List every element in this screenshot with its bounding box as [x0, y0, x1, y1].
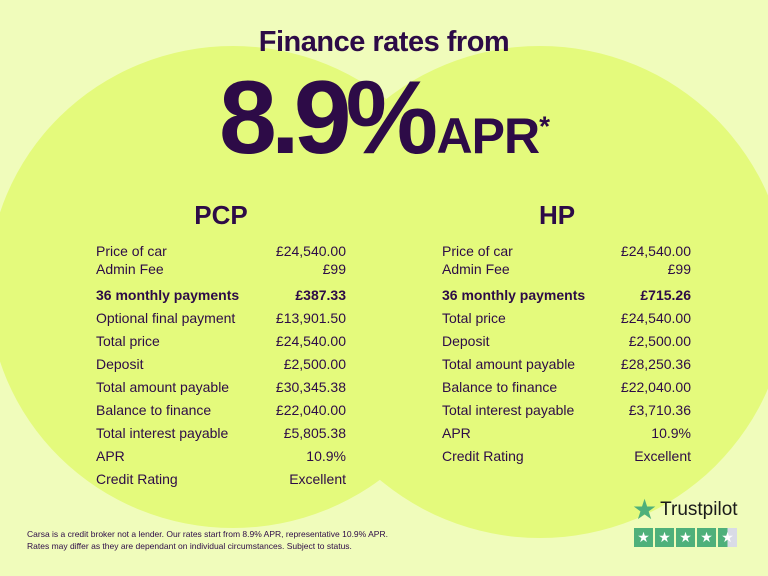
row-value: £24,540.00 — [275, 243, 346, 259]
row-label: Total interest payable — [96, 425, 229, 441]
row-label: APR — [96, 448, 125, 464]
disclaimer-line-2: Rates may differ as they are dependant o… — [27, 541, 352, 551]
row-value: £22,040.00 — [620, 379, 691, 395]
table-row: Total price £24,540.00 — [96, 330, 346, 353]
row-label: APR — [442, 425, 471, 441]
star-icon: ★ — [718, 528, 737, 547]
row-value: £13,901.50 — [275, 310, 346, 326]
apr-label: APR* — [436, 108, 550, 164]
row-value: £30,345.38 — [275, 379, 346, 395]
row-value: £24,540.00 — [275, 333, 346, 349]
table-row: APR 10.9% — [442, 422, 691, 445]
row-value: Excellent — [634, 448, 691, 464]
row-label: Total price — [442, 310, 506, 326]
row-value: £24,540.00 — [620, 310, 691, 326]
table-row: Balance to finance £22,040.00 — [442, 376, 691, 399]
star-icon: ★ — [676, 528, 695, 547]
asterisk: * — [539, 110, 550, 142]
trustpilot-badge: ★ Trustpilot ★ ★ ★ ★ ★ — [632, 494, 738, 547]
table-row: Total amount payable £28,250.36 — [442, 353, 691, 376]
row-value: £99 — [322, 261, 346, 277]
table-row: 36 monthly payments £387.33 — [96, 284, 346, 307]
row-value: £387.33 — [295, 287, 346, 303]
star-icon: ★ — [697, 528, 716, 547]
row-label: Admin Fee — [442, 261, 510, 277]
row-label: Deposit — [96, 356, 144, 372]
row-value: £22,040.00 — [275, 402, 346, 418]
subtitle: Finance rates from — [258, 26, 510, 58]
row-label: Total amount payable — [96, 379, 230, 395]
disclaimer-line-1: Carsa is a credit broker not a lender. O… — [27, 529, 388, 539]
table-row: Balance to finance £22,040.00 — [96, 399, 346, 422]
star-icon: ★ — [632, 494, 658, 525]
row-label: Total amount payable — [442, 356, 576, 372]
trustpilot-logo: ★ Trustpilot — [632, 494, 738, 525]
row-value: Excellent — [289, 471, 346, 487]
table-row: Admin Fee £99 — [442, 260, 691, 278]
row-label: Balance to finance — [442, 379, 558, 395]
row-label: Price of car — [96, 243, 167, 259]
table-row: Optional final payment £13,901.50 — [96, 307, 346, 330]
row-value: £5,805.38 — [283, 425, 346, 441]
table-row: Total interest payable £5,805.38 — [96, 422, 346, 445]
table-row: APR 10.9% — [96, 445, 346, 468]
row-value: £99 — [667, 261, 691, 277]
table-row: Total amount payable £30,345.38 — [96, 376, 346, 399]
table-row: Credit Rating Excellent — [96, 468, 346, 491]
apr-text: APR — [436, 108, 541, 164]
row-value: £2,500.00 — [283, 356, 346, 372]
hp-table: Price of car £24,540.00 Admin Fee £99 36 mon… — [442, 242, 691, 468]
headline-rate: 8.9% APR* — [0, 66, 768, 170]
row-value: 10.9% — [306, 448, 346, 464]
row-label: Optional final payment — [96, 310, 236, 326]
row-label: Balance to finance — [96, 402, 212, 418]
row-value: £2,500.00 — [628, 333, 691, 349]
pcp-title: PCP — [194, 200, 248, 230]
row-label: Deposit — [442, 333, 490, 349]
star-icon: ★ — [655, 528, 674, 547]
table-row: 36 monthly payments £715.26 — [442, 284, 691, 307]
trustpilot-name: Trustpilot — [660, 499, 738, 520]
row-value: £715.26 — [640, 287, 691, 303]
table-row: Price of car £24,540.00 — [96, 242, 346, 260]
rate-value: 8.9% — [219, 60, 438, 176]
hp-title: HP — [538, 200, 576, 230]
table-row: Total interest payable £3,710.36 — [442, 399, 691, 422]
row-label: Price of car — [442, 243, 513, 259]
table-row: Price of car £24,540.00 — [442, 242, 691, 260]
table-row: Deposit £2,500.00 — [442, 330, 691, 353]
row-value: £28,250.36 — [620, 356, 691, 372]
row-label: 36 monthly payments — [96, 287, 240, 303]
right-circle-decoration — [292, 46, 768, 538]
table-row: Total price £24,540.00 — [442, 307, 691, 330]
trustpilot-rating: ★ ★ ★ ★ ★ — [634, 528, 738, 547]
row-value: £24,540.00 — [620, 243, 691, 259]
row-value: 10.9% — [651, 425, 691, 441]
table-row: Admin Fee £99 — [96, 260, 346, 278]
pcp-table: Price of car £24,540.00 Admin Fee £99 36 mon… — [96, 242, 346, 491]
row-value: £3,710.36 — [628, 402, 691, 418]
disclaimer: Carsa is a credit broker not a lender. O… — [27, 528, 388, 552]
row-label: Total price — [96, 333, 160, 349]
row-label: Admin Fee — [96, 261, 164, 277]
star-icon: ★ — [634, 528, 653, 547]
row-label: 36 monthly payments — [442, 287, 586, 303]
row-label: Total interest payable — [442, 402, 575, 418]
table-row: Deposit £2,500.00 — [96, 353, 346, 376]
row-label: Credit Rating — [96, 471, 178, 487]
table-row: Credit Rating Excellent — [442, 445, 691, 468]
row-label: Credit Rating — [442, 448, 524, 464]
